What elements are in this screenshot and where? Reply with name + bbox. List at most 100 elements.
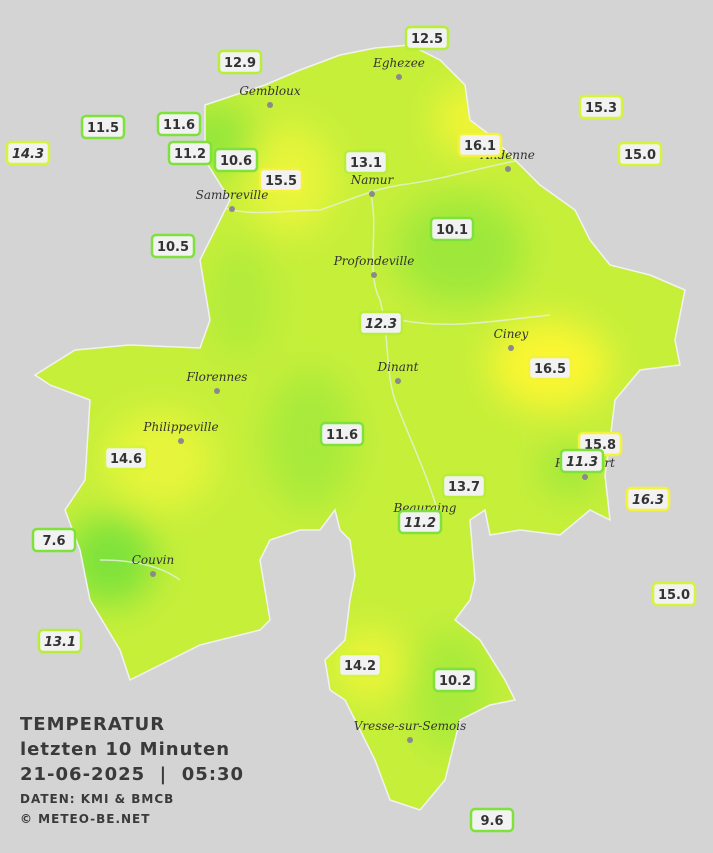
station-box	[429, 216, 475, 242]
station-box	[319, 421, 365, 447]
station-value: 11.6	[163, 118, 195, 133]
station-box	[559, 448, 605, 474]
station-value: 11.2	[404, 516, 436, 531]
station-value: 12.5	[411, 32, 443, 47]
station: 14.6	[103, 445, 149, 471]
station: 11.2	[167, 140, 213, 166]
legend-source: DATEN: KMI & BMCB	[20, 792, 174, 806]
station-box	[358, 310, 404, 336]
town-label: Florennes	[186, 370, 248, 384]
station: 13.1	[343, 149, 389, 175]
station-box	[404, 25, 450, 51]
town-dot	[150, 571, 156, 577]
legend-period: letzten 10 Minuten	[20, 739, 230, 760]
station: 13.7	[441, 473, 487, 499]
station: 11.3	[559, 448, 605, 474]
station-box	[441, 473, 487, 499]
station-value: 12.3	[365, 317, 397, 332]
town-dot	[395, 378, 401, 384]
station-box	[527, 355, 573, 381]
station-value: 14.3	[12, 147, 44, 162]
station-value: 14.6	[110, 452, 142, 467]
legend-copyright: © METEO-BE.NET	[20, 812, 150, 826]
station-box	[31, 527, 77, 553]
station: 12.9	[217, 49, 263, 75]
station: 14.3	[5, 140, 51, 166]
station-value: 16.3	[632, 493, 664, 508]
station-value: 15.3	[585, 101, 617, 116]
station-value: 11.5	[87, 121, 119, 136]
station-box	[397, 509, 443, 535]
town-dot	[371, 272, 377, 278]
town-dot	[214, 388, 220, 394]
town-label: Sambreville	[196, 188, 269, 202]
station-value: 15.5	[265, 174, 297, 189]
station-value: 13.7	[448, 480, 480, 495]
station: 14.2	[337, 652, 383, 678]
station: 16.1	[457, 132, 503, 158]
rivers	[99, 159, 551, 581]
station-box	[457, 132, 503, 158]
station-value: 11.3	[566, 455, 598, 470]
town-label: Dinant	[377, 360, 419, 374]
town-label: Namur	[350, 173, 395, 187]
station-value: 11.6	[326, 428, 358, 443]
station-box	[213, 147, 259, 173]
station-box	[156, 111, 202, 137]
station: 15.0	[651, 581, 697, 607]
town-dot	[508, 345, 514, 351]
station: 16.3	[625, 486, 671, 512]
station-box	[469, 807, 515, 833]
station-box	[432, 667, 478, 693]
town-label: Gembloux	[239, 84, 301, 98]
station: 12.3	[358, 310, 404, 336]
station-value: 11.2	[174, 147, 206, 162]
town-dot	[582, 474, 588, 480]
legend-datetime: 21-06-2025 | 05:30	[20, 764, 244, 785]
station: 11.6	[319, 421, 365, 447]
station-value: 13.1	[350, 156, 382, 171]
town-label: Profondeville	[333, 254, 415, 268]
station-value: 9.6	[480, 814, 503, 829]
station-box	[5, 140, 51, 166]
station: 10.5	[150, 233, 196, 259]
station-value: 10.1	[436, 223, 468, 238]
town-label: Couvin	[132, 553, 174, 567]
station: 15.3	[578, 94, 624, 120]
station-value: 10.2	[439, 674, 471, 689]
station-box	[258, 167, 304, 193]
station-box	[617, 141, 663, 167]
station-box	[80, 114, 126, 140]
station: 10.2	[432, 667, 478, 693]
station: 12.5	[404, 25, 450, 51]
station-value: 15.0	[658, 588, 690, 603]
station: 13.1	[37, 628, 83, 654]
station-box	[625, 486, 671, 512]
town-label: Ciney	[494, 327, 529, 341]
town-dot	[396, 74, 402, 80]
station-box	[651, 581, 697, 607]
town-dot	[178, 438, 184, 444]
legend: TEMPERATUR letzten 10 Minuten 21-06-2025…	[20, 714, 244, 826]
station-value: 14.2	[344, 659, 376, 674]
station: 9.6	[469, 807, 515, 833]
station: 7.6	[31, 527, 77, 553]
town-label: Eghezee	[372, 56, 425, 70]
station-box	[343, 149, 389, 175]
station: 10.6	[213, 147, 259, 173]
town-label: Philippeville	[142, 420, 218, 434]
legend-title: TEMPERATUR	[20, 714, 165, 735]
station: 11.5	[80, 114, 126, 140]
station-box	[103, 445, 149, 471]
town-label: Vresse-sur-Semois	[354, 719, 467, 733]
town-dot	[229, 206, 235, 212]
station-value: 15.0	[624, 148, 656, 163]
station-box	[150, 233, 196, 259]
town-dot	[505, 166, 511, 172]
station-value: 13.1	[44, 635, 76, 650]
station-value: 12.9	[224, 56, 256, 71]
station: 16.5	[527, 355, 573, 381]
station-value: 16.1	[464, 139, 496, 154]
station-box	[167, 140, 213, 166]
